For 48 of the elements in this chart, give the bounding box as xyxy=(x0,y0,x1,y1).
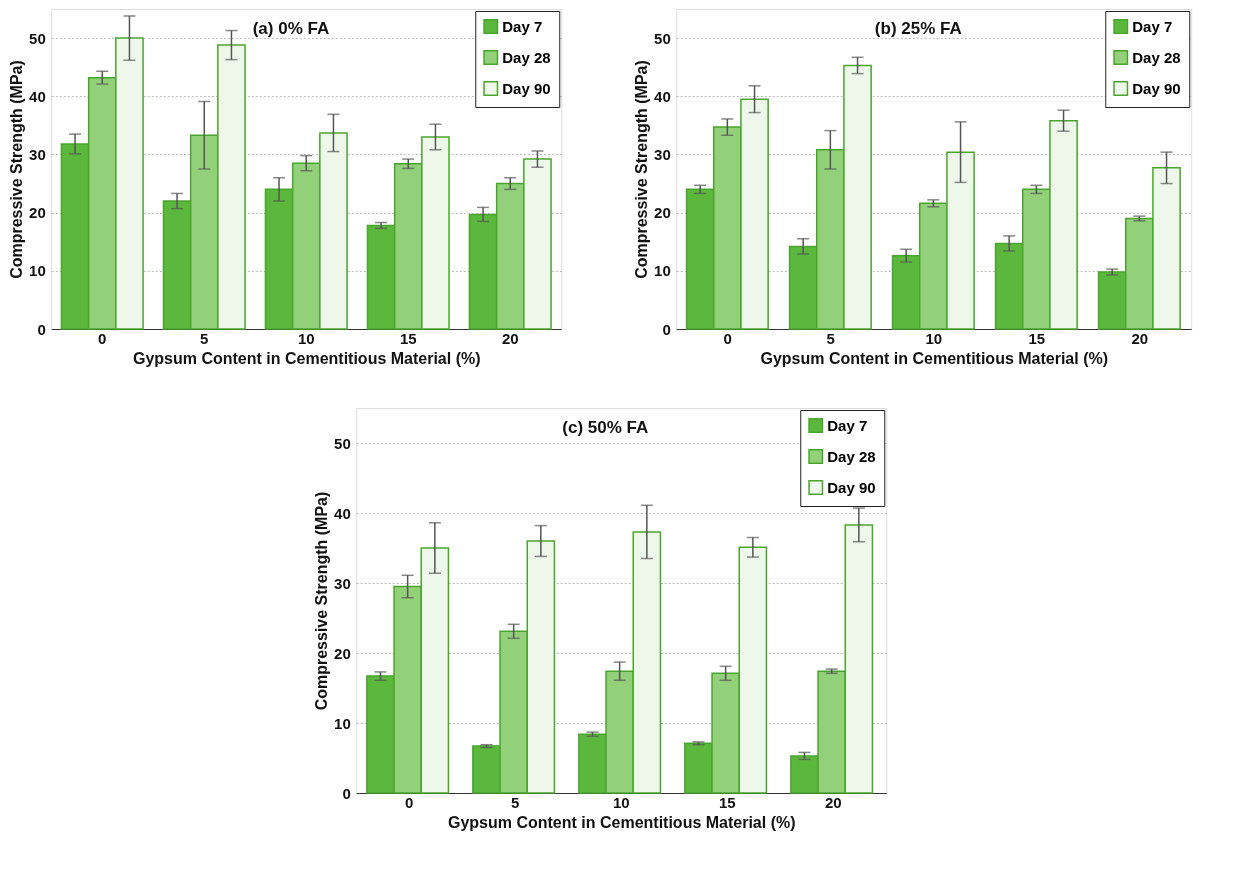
y-tick-label: 50 xyxy=(654,29,671,47)
x-tick-label: 15 xyxy=(399,329,417,347)
text: (b) 25% FA xyxy=(874,19,962,38)
y-tick-label: 30 xyxy=(654,145,671,163)
x-tick-label: 0 xyxy=(405,793,414,811)
y-tick-label: 30 xyxy=(334,574,351,592)
x-tick-label: 15 xyxy=(718,793,736,811)
text: (c) 50% FA xyxy=(562,418,649,437)
y-tick-label: 40 xyxy=(654,87,671,105)
legend-label: Day 7 xyxy=(1132,17,1173,35)
y-axis-title: Compressive Strength (MPa) xyxy=(8,60,26,279)
y-tick-label: 10 xyxy=(29,262,46,280)
legend-label: Day 90 xyxy=(502,79,551,97)
y-tick-label: 20 xyxy=(29,204,46,222)
x-tick-label: 0 xyxy=(723,329,732,347)
x-tick-label: 5 xyxy=(511,793,520,811)
x-tick-label: 20 xyxy=(501,329,519,347)
y-tick-label: 20 xyxy=(334,644,351,662)
x-tick-label: 5 xyxy=(200,329,209,347)
legend-label: Day 90 xyxy=(827,478,876,496)
legend-label: Day 7 xyxy=(502,17,543,35)
y-tick-label: 50 xyxy=(29,29,46,47)
x-tick-label: 20 xyxy=(824,793,842,811)
y-tick-label: 50 xyxy=(334,434,351,452)
legend-label: Day 90 xyxy=(1132,79,1181,97)
x-tick-label: 10 xyxy=(925,329,943,347)
x-tick-label: 15 xyxy=(1028,329,1046,347)
x-tick-label: 20 xyxy=(1131,329,1149,347)
legend-label: Day 28 xyxy=(502,48,551,66)
x-axis-title: Gypsum Content in Cementitious Material (%) xyxy=(760,349,1109,367)
legend-label: Day 7 xyxy=(827,416,868,434)
x-axis-title: Gypsum Content in Cementitious Material (%) xyxy=(447,813,796,831)
x-tick-label: 10 xyxy=(612,793,630,811)
y-axis-title: Compressive Strength (MPa) xyxy=(633,60,651,279)
text: (a) 0% FA xyxy=(252,19,330,38)
y-axis-title: Compressive Strength (MPa) xyxy=(313,491,331,711)
x-tick-label: 10 xyxy=(297,329,315,347)
y-tick-label: 40 xyxy=(29,87,46,105)
y-tick-label: 40 xyxy=(334,504,351,522)
x-tick-label: 5 xyxy=(826,329,835,347)
legend-label: Day 28 xyxy=(827,447,876,465)
y-tick-label: 20 xyxy=(654,204,671,222)
x-axis-title: Gypsum Content in Cementitious Material (%) xyxy=(132,349,481,367)
y-tick-label: 10 xyxy=(654,262,671,280)
legend-label: Day 28 xyxy=(1132,48,1181,66)
y-tick-label: 30 xyxy=(29,145,46,163)
y-tick-label: 10 xyxy=(334,714,351,732)
x-tick-label: 0 xyxy=(98,329,107,347)
